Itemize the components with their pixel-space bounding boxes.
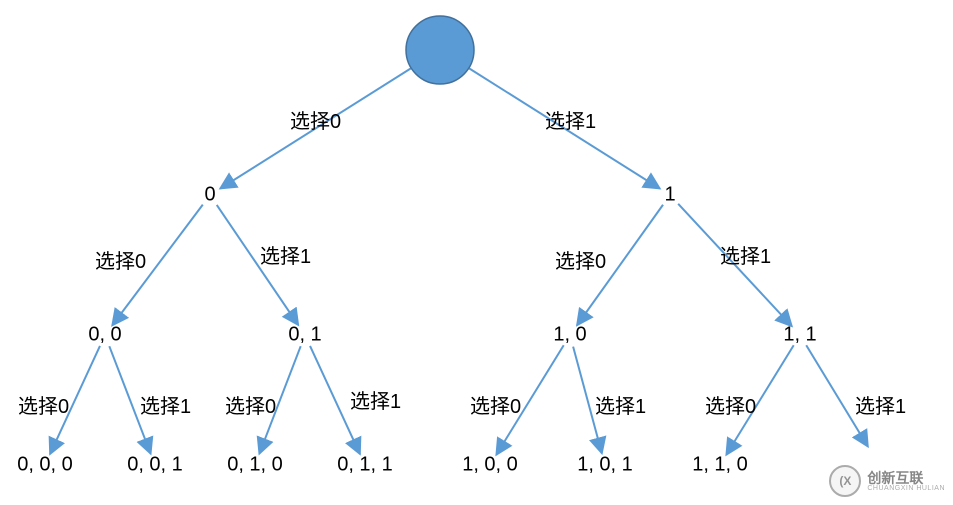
edge-label: 选择1 [595,390,646,419]
level1-node-label: 0 [204,184,215,207]
edge-label: 选择1 [140,390,191,419]
edge-label: 选择0 [290,105,341,134]
leaf-node-label: 0, 1, 0 [227,454,283,477]
leaf-node-label: 1, 1, 0 [692,454,748,477]
level2-node-label: 0, 0 [88,324,121,347]
watermark: (X 创新互联 CHUANGXIN HULIAN [829,465,945,497]
leaf-node-label: 0, 0, 0 [17,454,73,477]
leaf-node-label: 0, 1, 1 [337,454,393,477]
edge-label: 选择1 [720,240,771,269]
watermark-cn: 创新互联 [867,471,945,485]
level2-node-label: 1, 1 [783,324,816,347]
leaf-node-label: 0, 0, 1 [127,454,183,477]
level1-node-label: 1 [664,184,675,207]
edge-label: 选择1 [260,240,311,269]
edge-label: 选择0 [95,245,146,274]
edge-label: 选择0 [225,390,276,419]
level2-node-label: 1, 0 [553,324,586,347]
edge-label: 选择1 [545,105,596,134]
level2-node-label: 0, 1 [288,324,321,347]
edge-label: 选择0 [470,390,521,419]
leaf-node-label: 1, 0, 1 [577,454,633,477]
root-node [406,16,474,84]
watermark-en: CHUANGXIN HULIAN [867,485,945,492]
edge-label: 选择0 [705,390,756,419]
edge-label: 选择1 [350,385,401,414]
edge-label: 选择1 [855,390,906,419]
logo-icon: (X [829,465,861,497]
edge-label: 选择0 [555,245,606,274]
edge-label: 选择0 [18,390,69,419]
leaf-node-label: 1, 0, 0 [462,454,518,477]
